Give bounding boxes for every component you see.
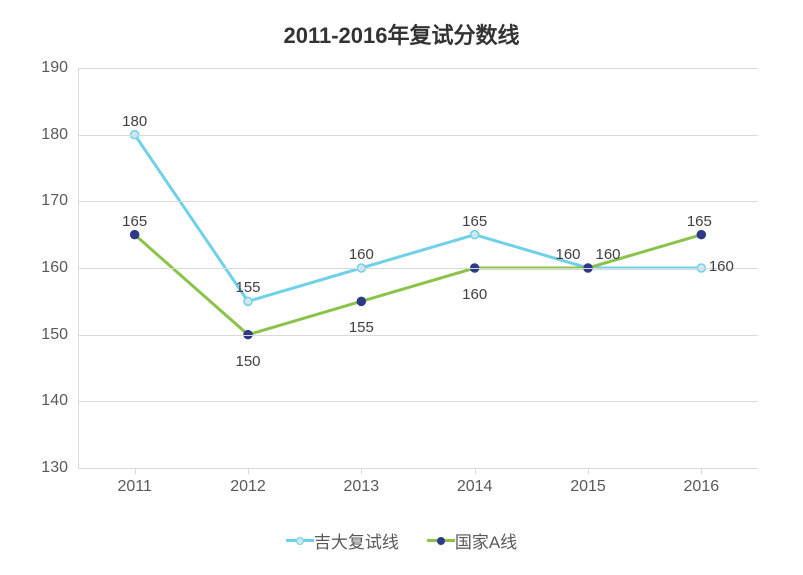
- series-marker: [357, 297, 365, 305]
- legend-label: 吉大复试线: [314, 528, 399, 553]
- data-label: 160: [462, 286, 487, 303]
- data-label: 160: [709, 258, 734, 275]
- gridline: [78, 201, 758, 202]
- x-tick-label: 2015: [570, 468, 606, 496]
- x-tick-label: 2016: [684, 468, 720, 496]
- gridline: [78, 335, 758, 336]
- x-tick-label: 2014: [457, 468, 493, 496]
- chart-container: 2011-2016年复试分数线 130 140 150 160 170 180 190 201…: [0, 0, 803, 575]
- legend-swatch: [427, 539, 455, 542]
- legend-item: 吉大复试线: [286, 528, 399, 553]
- gridline: [78, 401, 758, 402]
- y-tick-label: 170: [41, 192, 78, 210]
- x-tick-label: 2013: [344, 468, 380, 496]
- legend-marker-icon: [437, 537, 445, 545]
- y-tick-label: 140: [41, 392, 78, 410]
- series-line: [135, 135, 702, 302]
- y-tick-label: 180: [41, 126, 78, 144]
- series-marker: [244, 297, 252, 305]
- data-label: 160: [555, 246, 580, 263]
- gridline: [78, 68, 758, 69]
- data-label: 165: [462, 213, 487, 230]
- x-tick-label: 2011: [117, 468, 151, 496]
- data-label: 160: [595, 246, 620, 263]
- y-tick-label: 150: [41, 326, 78, 344]
- series-marker: [131, 231, 139, 239]
- data-label: 180: [122, 113, 147, 130]
- data-label: 165: [122, 213, 147, 230]
- data-label: 165: [687, 213, 712, 230]
- plot-area: 1301401501601701801902011201220132014201…: [78, 68, 758, 468]
- gridline: [78, 468, 758, 469]
- y-tick-label: 160: [41, 259, 78, 277]
- legend-item: 国家A线: [427, 528, 517, 553]
- y-axis-line: [78, 68, 79, 468]
- series-marker: [697, 231, 705, 239]
- y-tick-label: 130: [41, 459, 78, 477]
- legend-label: 国家A线: [455, 528, 517, 553]
- gridline: [78, 268, 758, 269]
- data-label: 160: [349, 246, 374, 263]
- y-tick-label: 190: [41, 59, 78, 77]
- legend-marker-icon: [296, 537, 304, 545]
- x-tick-label: 2012: [230, 468, 266, 496]
- data-label: 155: [349, 319, 374, 336]
- legend-swatch: [286, 539, 314, 542]
- legend: 吉大复试线 国家A线: [0, 528, 803, 553]
- data-label: 155: [235, 279, 260, 296]
- data-label: 150: [235, 353, 260, 370]
- gridline: [78, 135, 758, 136]
- chart-title: 2011-2016年复试分数线: [0, 0, 803, 50]
- series-marker: [471, 231, 479, 239]
